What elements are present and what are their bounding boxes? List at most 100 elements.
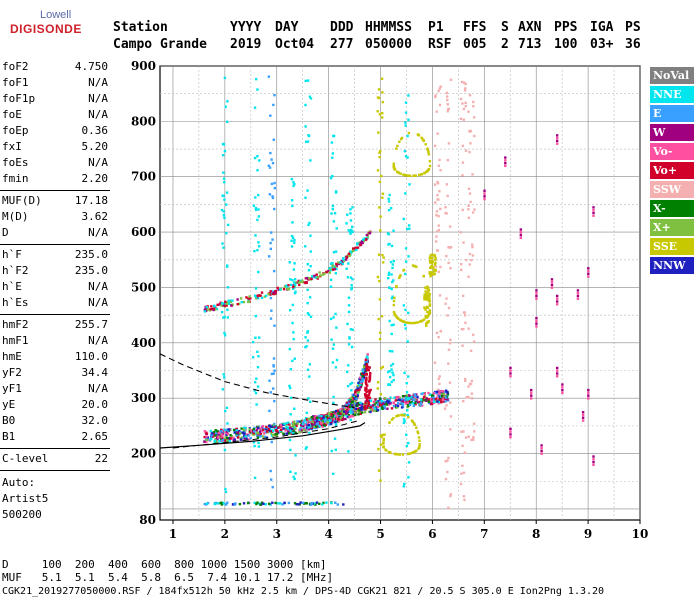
cusp-dot [369, 405, 372, 409]
trace-dot-1 [406, 394, 409, 397]
sse-dot [427, 153, 431, 156]
trace-dot-1 [358, 406, 362, 410]
sparse-dot [561, 388, 564, 392]
noise-dot [309, 97, 313, 100]
param-row-fof1: foF1 N/A [2, 76, 108, 92]
header-label-7: S [501, 20, 509, 35]
trace-dot-2 [299, 280, 302, 284]
trace-dot-1 [403, 400, 407, 404]
sparse-dot [592, 206, 595, 209]
noise-dot [226, 308, 229, 311]
trace-dot-0 [242, 426, 246, 430]
trace-dot-1 [369, 408, 373, 411]
trace-dot-0 [216, 429, 219, 433]
noise-dot [253, 389, 256, 392]
param-value: N/A [88, 382, 108, 395]
sse-dot [400, 413, 404, 417]
noise-dot [225, 231, 228, 235]
trace-dot-1 [351, 413, 355, 416]
noise-dot [221, 154, 225, 157]
trace-dot-1 [337, 417, 340, 421]
noise-dot [390, 324, 393, 327]
noise-dot [379, 331, 382, 334]
param-row-mufd: MUF(D) 17.18 [2, 194, 108, 210]
trace-dot-0 [245, 437, 248, 440]
noise-dot [272, 357, 276, 360]
noise-dot [350, 286, 354, 290]
noise-dot [402, 421, 406, 425]
sparse-dot [519, 233, 523, 237]
trace-dot-2 [269, 290, 272, 293]
trace-dot-2 [267, 292, 270, 296]
noise-dot [406, 156, 409, 159]
trace-dot-0 [275, 426, 278, 429]
trace-dot-1 [385, 403, 389, 406]
trace-dot-1 [398, 398, 402, 402]
cusp-dot [368, 366, 371, 369]
trace-dot-1 [323, 424, 326, 427]
sparse-dot [535, 292, 538, 295]
noise-dot [379, 479, 382, 482]
trace-dot-0 [244, 426, 247, 430]
trace-dot-1 [435, 390, 439, 394]
trace-dot-1 [368, 399, 371, 402]
param-name: hmF2 [2, 318, 29, 331]
noise-dot [406, 227, 409, 231]
trace-dot-2 [272, 291, 276, 294]
sse-dot [396, 170, 399, 173]
trace-dot-1 [430, 399, 433, 403]
trace-dot-0 [229, 437, 233, 440]
trace-dot-2 [220, 301, 224, 305]
header-label-1: YYYY [230, 20, 262, 35]
noise-dot [349, 328, 353, 331]
trace-dot-0 [262, 428, 265, 432]
trace-dot-1 [408, 394, 411, 397]
trace-dot-0 [220, 433, 224, 436]
trace-dot-2 [298, 283, 301, 287]
trace-dot-0 [248, 438, 251, 441]
trace-dot-1 [406, 401, 409, 405]
trace-dot-0 [260, 427, 263, 430]
noise-dot [425, 324, 428, 327]
sse-dot [428, 164, 432, 168]
sse-dot [415, 449, 418, 452]
noise-dot [434, 268, 437, 271]
trace-dot-2 [331, 264, 335, 267]
noise-dot [425, 305, 429, 309]
trace-dot-1 [325, 422, 328, 425]
noise-dot [388, 319, 391, 323]
noise-dot [437, 335, 440, 339]
noise-dot [309, 159, 312, 162]
trace-dot-2 [331, 268, 335, 271]
trace-dot-2 [345, 255, 349, 259]
trace-dot-1 [410, 401, 413, 404]
param-value: N/A [88, 296, 108, 309]
trace-dot-1 [401, 394, 405, 398]
trace-dot-2 [204, 309, 208, 313]
trace-dot-0 [274, 433, 277, 436]
trace-dot-0 [268, 429, 271, 432]
y-tick-label: 900 [131, 60, 156, 73]
trace-dot-3 [313, 502, 316, 505]
trace-dot-1 [378, 402, 381, 406]
param-name: yE [2, 398, 16, 411]
sparse-dot [587, 269, 590, 273]
x-tick-label: 10 [632, 527, 649, 541]
noise-dot [308, 296, 312, 299]
noise-dot [253, 106, 257, 109]
trace-dot-3 [253, 501, 256, 505]
param-value: 3.62 [81, 210, 109, 223]
trace-dot-0 [354, 390, 357, 393]
noise-dot [388, 193, 391, 197]
noise-dot [407, 461, 411, 464]
trace-dot-1 [380, 403, 383, 407]
noise-dot [334, 366, 338, 369]
trace-dot-0 [226, 439, 229, 442]
noise-dot [226, 100, 229, 103]
param-name: fmin [2, 172, 29, 185]
noise-dot [273, 207, 276, 211]
trace-dot-0 [321, 425, 324, 428]
noise-dot [446, 314, 449, 317]
noise-dot [334, 312, 337, 316]
noise-dot [407, 441, 410, 445]
